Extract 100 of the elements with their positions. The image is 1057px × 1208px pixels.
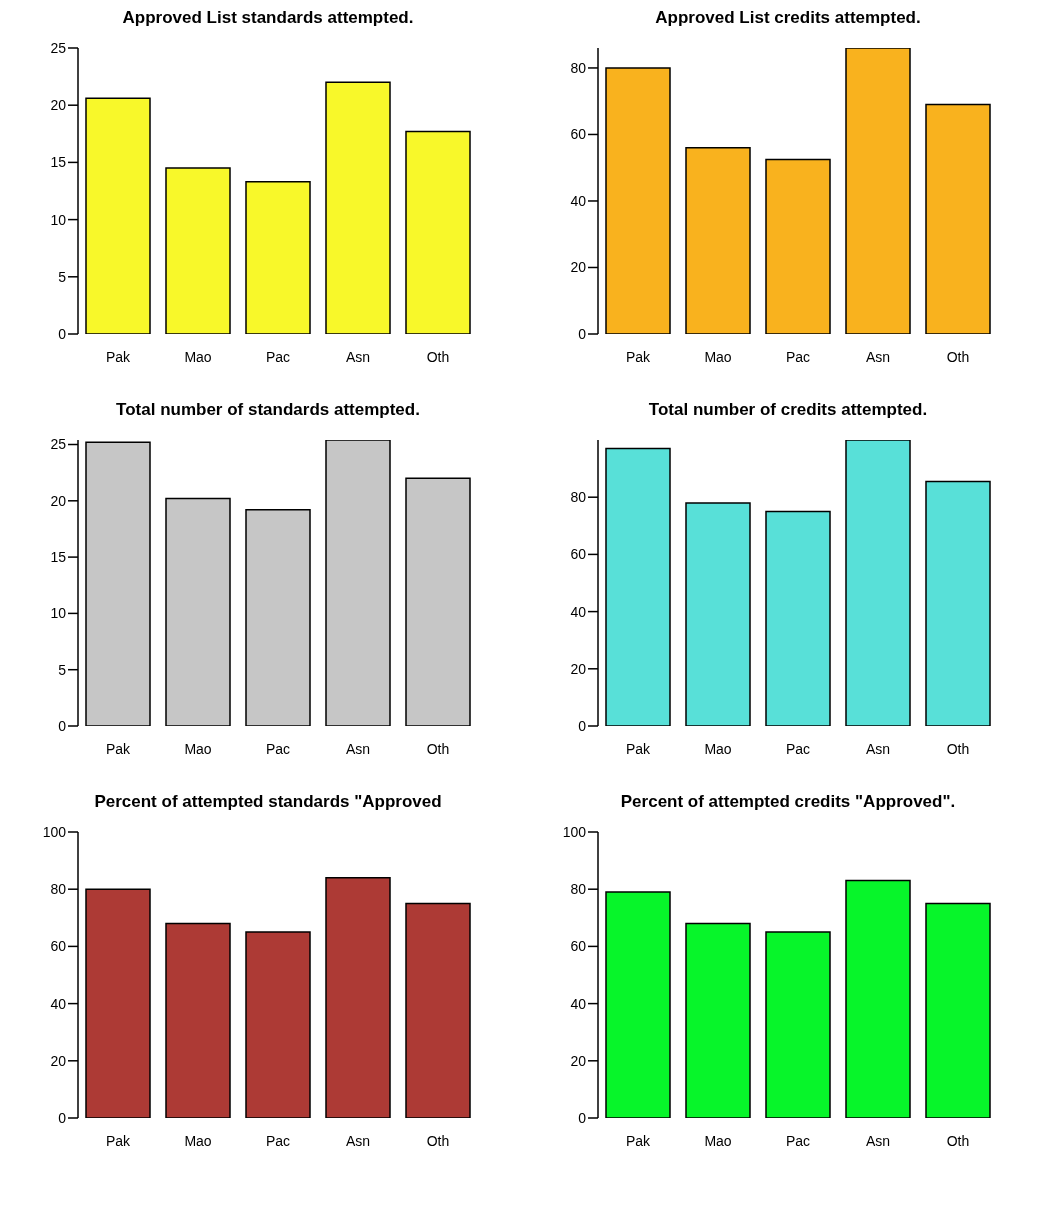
x-tick-label: Asn	[345, 1132, 371, 1149]
x-tick-label: Oth	[946, 348, 970, 365]
x-tick-label: Oth	[946, 1132, 970, 1149]
bar	[845, 879, 911, 1118]
x-tick-label: Mao	[704, 740, 732, 757]
bar	[685, 502, 751, 726]
x-tick-label: Asn	[345, 740, 371, 757]
y-tick-label: 20	[50, 492, 67, 509]
y-tick-label: 25	[50, 39, 67, 56]
x-tick-label: Oth	[946, 740, 970, 757]
chart-title: Approved List credits attempted.	[654, 8, 922, 29]
bar	[245, 181, 311, 334]
y-tick-label: 0	[58, 717, 67, 734]
x-tick-label: Pak	[625, 1132, 652, 1149]
bar	[765, 931, 831, 1118]
y-tick-label: 10	[50, 211, 67, 228]
bar	[245, 931, 311, 1118]
bar	[765, 158, 831, 334]
y-tick-label: 0	[578, 1109, 587, 1126]
x-tick-label: Oth	[426, 740, 450, 757]
y-tick-label: 5	[58, 661, 67, 678]
chart-title: Percent of attempted credits "Approved".	[619, 792, 957, 813]
y-tick-label: 20	[570, 660, 587, 677]
y-tick-label: 20	[50, 97, 67, 114]
y-tick-label: 40	[570, 192, 587, 209]
y-tick-label: 0	[578, 717, 587, 734]
x-tick-label: Asn	[865, 740, 891, 757]
x-tick-label: Pac	[785, 1132, 811, 1149]
y-tick-label: 100	[562, 823, 587, 840]
y-tick-label: 60	[50, 938, 67, 955]
bar	[925, 902, 991, 1118]
y-tick-label: 0	[578, 325, 587, 342]
y-tick-label: 20	[50, 1052, 67, 1069]
y-tick-label: 60	[570, 126, 587, 143]
x-tick-label: Pac	[785, 740, 811, 757]
bar	[605, 67, 671, 334]
y-tick-label: 15	[50, 549, 67, 566]
bar	[845, 440, 911, 726]
bar	[245, 509, 311, 726]
x-tick-label: Pak	[625, 740, 652, 757]
y-tick-label: 40	[570, 603, 587, 620]
bar	[165, 167, 231, 334]
y-tick-label: 60	[570, 938, 587, 955]
x-tick-label: Pac	[265, 1132, 291, 1149]
bar	[165, 497, 231, 726]
x-tick-label: Oth	[426, 348, 450, 365]
x-tick-label: Asn	[865, 348, 891, 365]
y-tick-label: 20	[570, 259, 587, 276]
bar	[325, 877, 391, 1118]
bar	[765, 510, 831, 726]
chart-title: Total number of standards attempted.	[115, 400, 421, 421]
y-tick-label: 10	[50, 605, 67, 622]
y-tick-label: 60	[570, 546, 587, 563]
bar	[325, 440, 391, 726]
x-tick-label: Oth	[426, 1132, 450, 1149]
bar	[405, 130, 471, 334]
y-tick-label: 40	[50, 995, 67, 1012]
y-tick-label: 80	[570, 489, 587, 506]
bar	[845, 48, 911, 334]
y-tick-label: 25	[50, 436, 67, 453]
x-tick-label: Mao	[704, 1132, 732, 1149]
y-tick-label: 80	[570, 59, 587, 76]
chart-title: Approved List standards attempted.	[121, 8, 415, 29]
y-tick-label: 80	[570, 881, 587, 898]
bar	[925, 103, 991, 334]
chart-title: Total number of credits attempted.	[647, 400, 929, 421]
y-tick-label: 100	[42, 823, 67, 840]
x-tick-label: Asn	[345, 348, 371, 365]
x-tick-label: Mao	[184, 1132, 212, 1149]
bar	[85, 441, 151, 726]
bar	[405, 477, 471, 726]
chart-title: Percent of attempted standards "Approved	[93, 792, 443, 813]
bar	[685, 922, 751, 1118]
x-tick-label: Pak	[105, 1132, 132, 1149]
bar	[325, 81, 391, 334]
bar	[405, 902, 471, 1118]
x-tick-label: Asn	[865, 1132, 891, 1149]
x-tick-label: Mao	[704, 348, 732, 365]
bar	[925, 480, 991, 726]
x-tick-label: Pac	[265, 348, 291, 365]
x-tick-label: Mao	[184, 348, 212, 365]
x-tick-label: Pak	[105, 740, 132, 757]
bar	[85, 97, 151, 334]
x-tick-label: Pak	[625, 348, 652, 365]
y-tick-label: 0	[58, 325, 67, 342]
y-tick-label: 40	[570, 995, 587, 1012]
y-tick-label: 80	[50, 881, 67, 898]
bar	[85, 888, 151, 1118]
bar	[605, 447, 671, 726]
y-tick-label: 20	[570, 1052, 587, 1069]
y-tick-label: 5	[58, 268, 67, 285]
x-tick-label: Pac	[785, 348, 811, 365]
y-tick-label: 15	[50, 154, 67, 171]
bar	[165, 922, 231, 1118]
bar	[685, 147, 751, 334]
x-tick-label: Pak	[105, 348, 132, 365]
x-tick-label: Pac	[265, 740, 291, 757]
y-tick-label: 0	[58, 1109, 67, 1126]
x-tick-label: Mao	[184, 740, 212, 757]
bar	[605, 891, 671, 1118]
